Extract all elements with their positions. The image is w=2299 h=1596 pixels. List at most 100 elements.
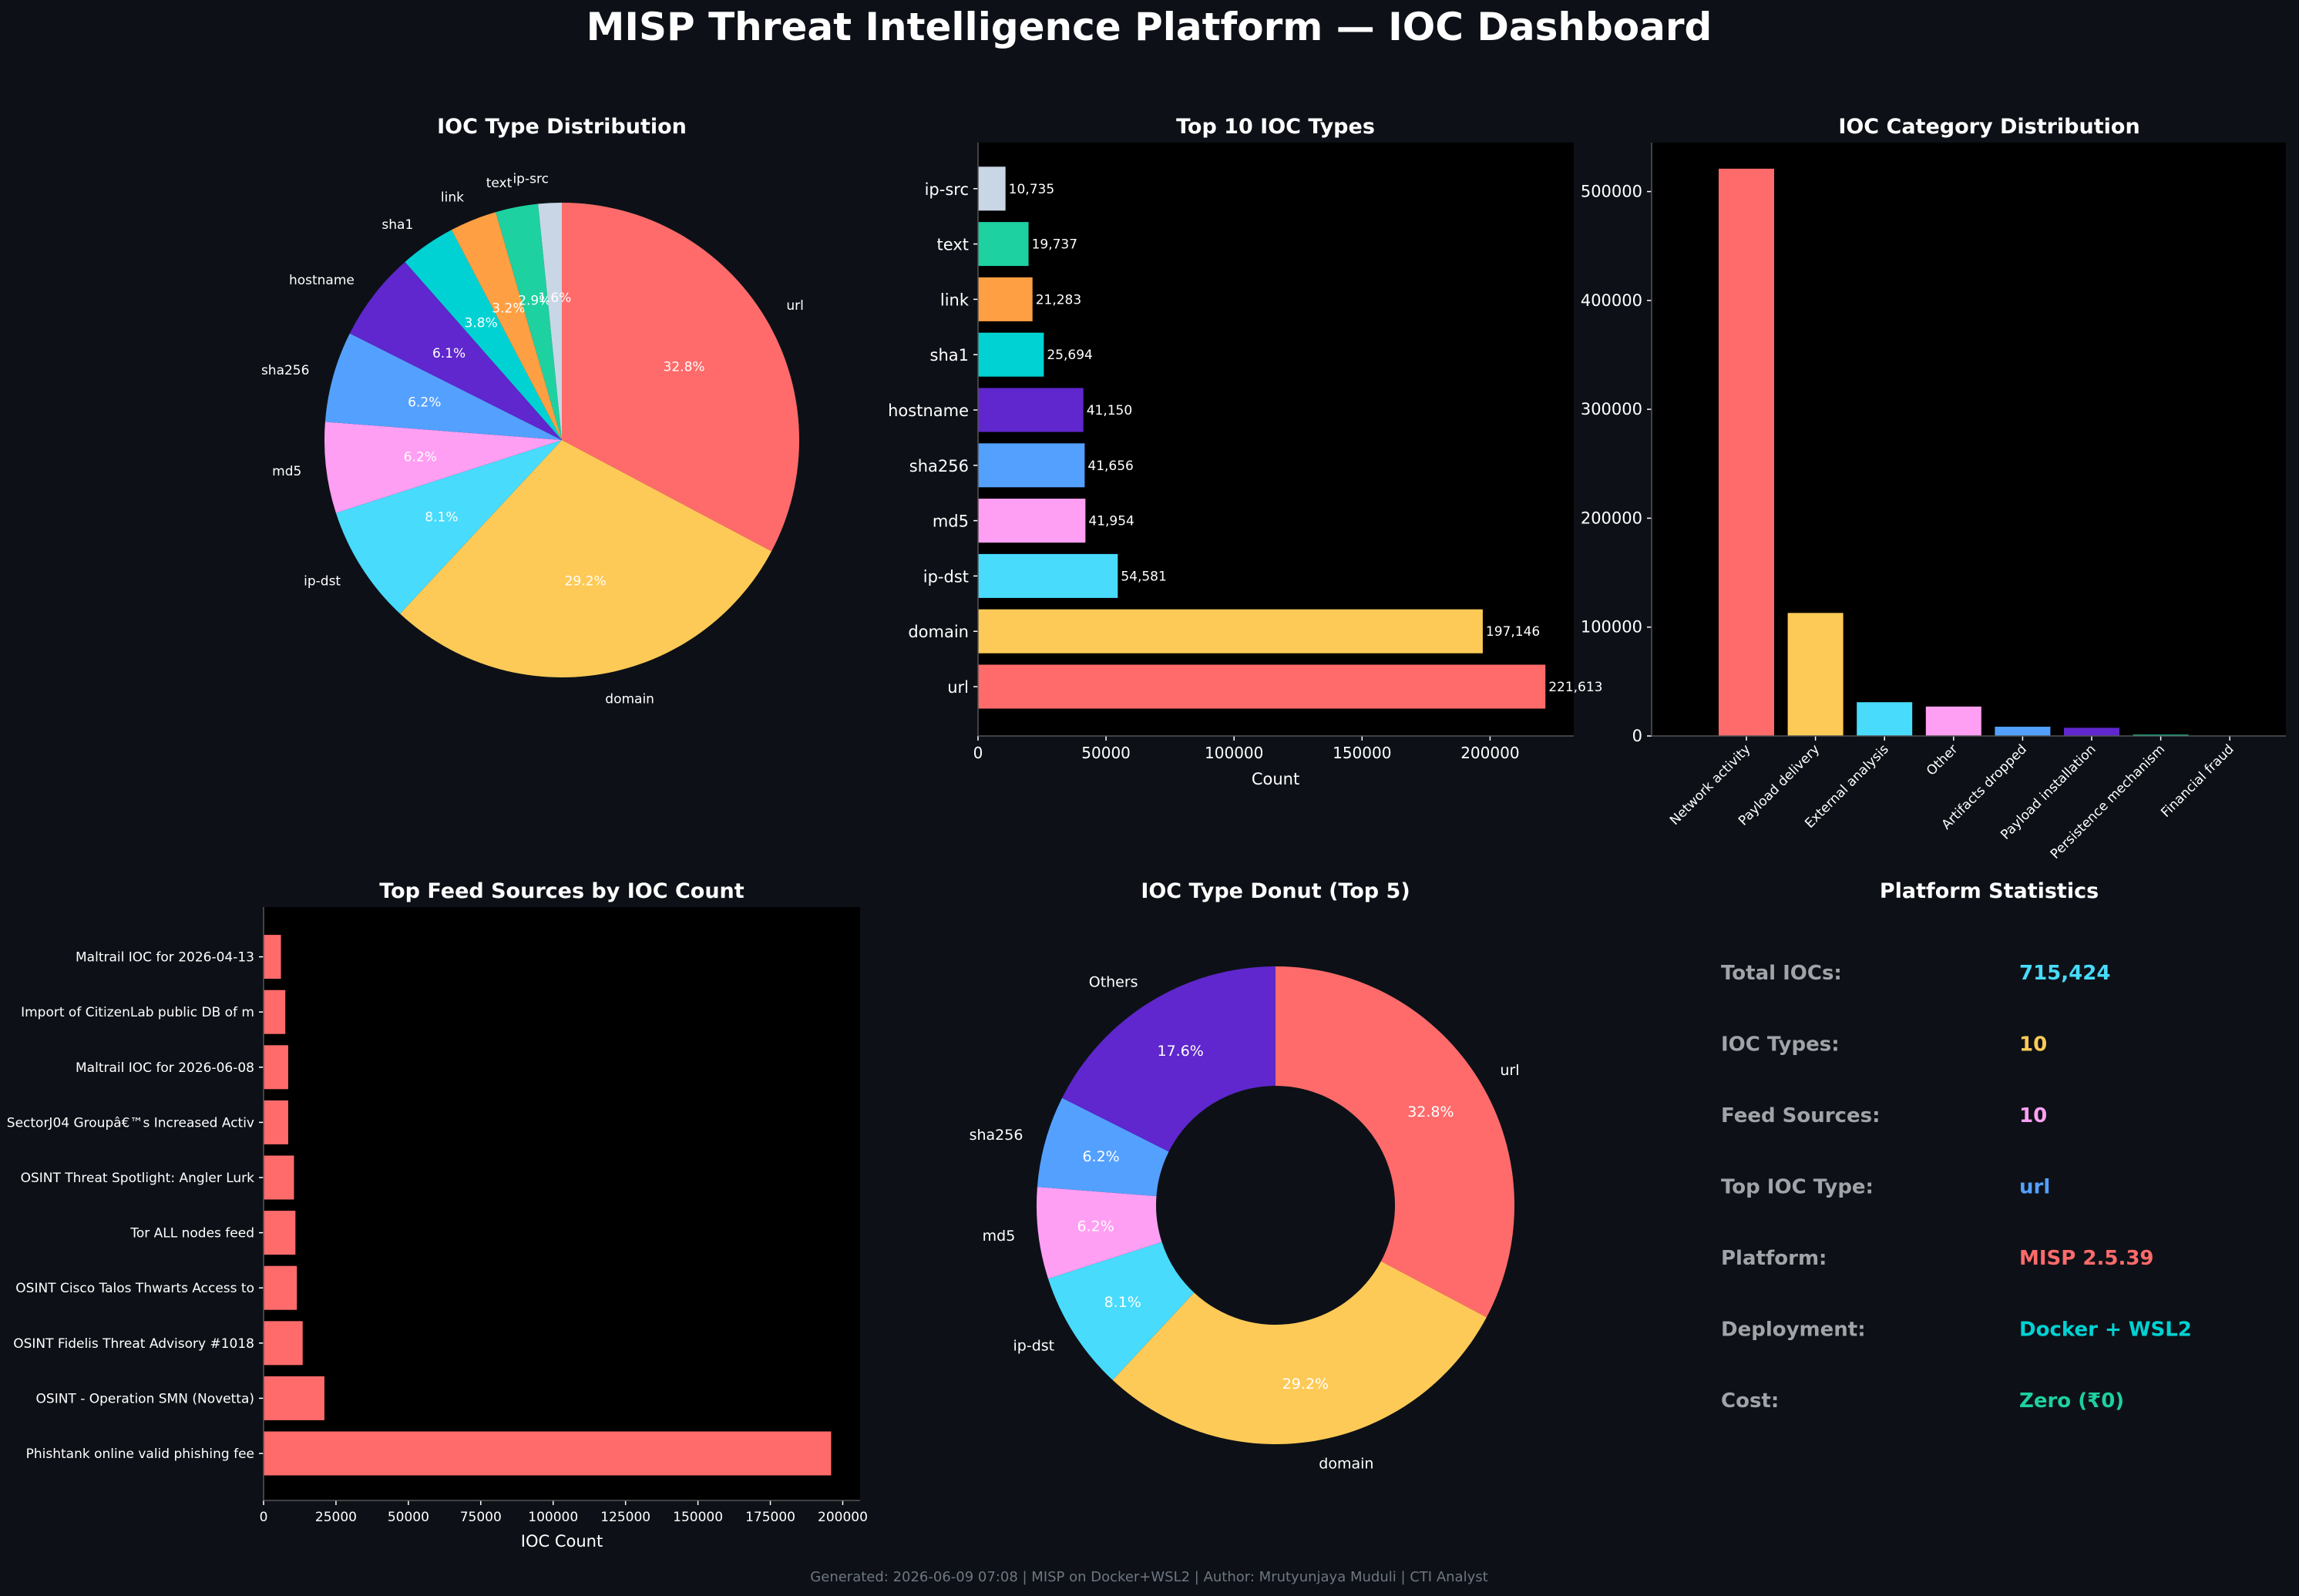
slice-sha1	[405, 230, 562, 440]
bar-network-activity	[1719, 168, 1774, 736]
slice-md5	[324, 422, 562, 513]
stat-label-ioc-types: IOC Types:	[1721, 1033, 1840, 1057]
ytick-label-osint-cisco-talos-thwarts-access-to: OSINT Cisco Talos Thwarts Access to	[15, 1281, 254, 1296]
slice-label-url: url	[786, 298, 804, 314]
bar-value-sha1: 25,694	[1047, 348, 1092, 363]
stat-value-cost: Zero (₹0)	[2019, 1389, 2124, 1413]
stat-value-total-iocs: 715,424	[2019, 962, 2110, 985]
stat-label-deployment: Deployment:	[1721, 1319, 1866, 1342]
xtick-label: 50000	[388, 1510, 429, 1525]
ytick-label-link: link	[940, 291, 970, 309]
ytick-label-sectorj04-group-s-increased-activ: SectorJ04 Groupâ€™s Increased Activ	[7, 1115, 254, 1131]
bar-maltrail-ioc-for-2026-06-08	[264, 1045, 288, 1090]
stat-value-deployment: Docker + WSL2	[2019, 1319, 2192, 1342]
stat-value-ioc-types: 10	[2019, 1033, 2047, 1057]
pie-title: IOC Type Distribution	[437, 115, 687, 139]
slice-domain	[400, 440, 772, 678]
slice-pct-sha256: 6.2%	[1082, 1148, 1119, 1165]
slice-pct-url: 32.8%	[664, 360, 705, 375]
stats-table: Total IOCs: 715,424 IOC Types: 10 Feed Sourc…	[1721, 962, 2192, 1413]
slice-label-md5: md5	[272, 464, 301, 479]
slice-sha256	[1037, 1097, 1169, 1197]
slice-ip-dst	[1047, 1242, 1195, 1380]
bar-ip-dst	[978, 553, 1118, 598]
donut-chart: url 32.8% domain 29.2% ip-dst 8.1% md5 6.2% sha2…	[970, 966, 1520, 1472]
stat-label-platform: Platform:	[1721, 1247, 1827, 1270]
slice-pct-others: 17.6%	[1158, 1043, 1204, 1060]
bar-value-text: 19,737	[1032, 237, 1077, 253]
ytick-label-url: url	[947, 678, 969, 697]
slice-pct-link: 3.2%	[492, 301, 525, 316]
slice-pct-sha256: 6.2%	[408, 395, 441, 410]
ytick-label: 0	[1632, 727, 1642, 745]
ytick-label: 400000	[1581, 291, 1642, 310]
slice-label-text: text	[486, 176, 513, 191]
bar-value-domain: 197,146	[1486, 624, 1540, 640]
bar-text	[978, 222, 1029, 267]
stat-label-feed-sources: Feed Sources:	[1721, 1104, 1880, 1127]
slice-label-ip-src: ip-src	[513, 171, 548, 186]
bar-value-link: 21,283	[1036, 292, 1081, 307]
panel-ioc-type-distribution: IOC Type Distribution url 32.8% domain 29.2…	[261, 115, 804, 707]
stats-title: Platform Statistics	[1880, 879, 2099, 903]
bar-md5	[978, 499, 1086, 543]
ytick-label-osint-threat-spotlight-angler-lurk: OSINT Threat Spotlight: Angler Lurk	[21, 1171, 255, 1186]
ytick-label: 300000	[1581, 400, 1642, 418]
slice-md5	[1037, 1187, 1162, 1279]
xtick-label: 150000	[1333, 744, 1391, 762]
xtick-label: 200000	[1460, 744, 1519, 762]
slice-pct-text: 2.9%	[518, 293, 551, 308]
bar-osint-fidelis-threat-advisory-1018	[264, 1321, 303, 1366]
category-title: IOC Category Distribution	[1838, 115, 2139, 139]
bar-domain	[978, 609, 1483, 654]
bar-external-analysis	[1857, 702, 1913, 736]
top10-bars: 221,613 url 197,146 domain 54,581 ip-dst 41,95…	[888, 143, 1603, 762]
bar-link	[978, 277, 1033, 321]
donut-title: IOC Type Donut (Top 5)	[1141, 879, 1410, 903]
slice-pct-hostname: 6.1%	[432, 346, 466, 361]
xtick-label: 100000	[528, 1510, 578, 1525]
bar-sha1	[978, 332, 1044, 377]
feed-bars: Phishtank online valid phishing fee OSINT…	[7, 907, 868, 1525]
footer: Generated: 2026-06-09 07:08 | MISP on Do…	[810, 1569, 1487, 1585]
slice-url	[562, 203, 799, 552]
bar-import-of-citizenlab-public-db-of-m	[264, 990, 286, 1034]
bar-value-ip-src: 10,735	[1009, 182, 1054, 197]
xtick-label: 175000	[745, 1510, 795, 1525]
bar-value-url: 221,613	[1548, 680, 1602, 695]
slice-sha256	[324, 333, 562, 440]
stat-value-top-ioc-type: url	[2019, 1176, 2050, 1199]
dashboard-title: MISP Threat Intelligence Platform — IOC …	[587, 5, 1712, 49]
slice-text	[496, 203, 562, 440]
xtick-label: 150000	[673, 1510, 723, 1525]
slice-url	[1276, 966, 1515, 1318]
slice-pct-md5: 6.2%	[1077, 1218, 1114, 1235]
bar-artifacts-dropped	[1995, 726, 2051, 736]
bar-sha256	[978, 443, 1085, 488]
bar-sectorj04-group-s-increased-activ	[264, 1100, 288, 1144]
slice-pct-url: 32.8%	[1407, 1104, 1454, 1121]
bar-payload-delivery	[1787, 613, 1844, 736]
bar-phishtank-online-valid-phishing-fee	[264, 1431, 832, 1476]
ytick-label-text: text	[937, 236, 969, 254]
slice-label-md5: md5	[983, 1228, 1016, 1245]
xtick-label: 50000	[1081, 744, 1131, 762]
ytick-label: 100000	[1581, 618, 1642, 637]
ytick-label-import-of-citizenlab-public-db-of-m: Import of CitizenLab public DB of m	[21, 1005, 254, 1020]
slice-pct-md5: 6.2%	[404, 450, 437, 465]
panel-ioc-type-donut: IOC Type Donut (Top 5) url 32.8% domain 29.…	[970, 879, 1520, 1472]
slice-label-sha256: sha256	[970, 1127, 1023, 1144]
bar-osint-threat-spotlight-angler-lurk	[264, 1155, 294, 1200]
slice-label-domain: domain	[1319, 1455, 1373, 1472]
slice-pct-ip-src: 1.6%	[538, 291, 571, 306]
ytick-label-osint-fidelis-threat-advisory-1018: OSINT Fidelis Threat Advisory #1018	[13, 1336, 254, 1352]
pie-chart: url 32.8% domain 29.2% ip-dst 8.1% md5 6.2% sha2…	[261, 171, 804, 707]
ytick-label-maltrail-ioc-for-2026-06-08: Maltrail IOC for 2026-06-08	[76, 1060, 254, 1076]
stat-value-feed-sources: 10	[2019, 1104, 2047, 1127]
panel-top-feed-sources: Top Feed Sources by IOC Count Phishtank …	[7, 879, 868, 1551]
ytick-label: 200000	[1581, 509, 1642, 527]
xtick-label: 0	[260, 1510, 268, 1525]
slice-label-sha1: sha1	[381, 217, 413, 233]
slice-others	[1062, 966, 1276, 1152]
slice-label-others: Others	[1089, 974, 1138, 991]
